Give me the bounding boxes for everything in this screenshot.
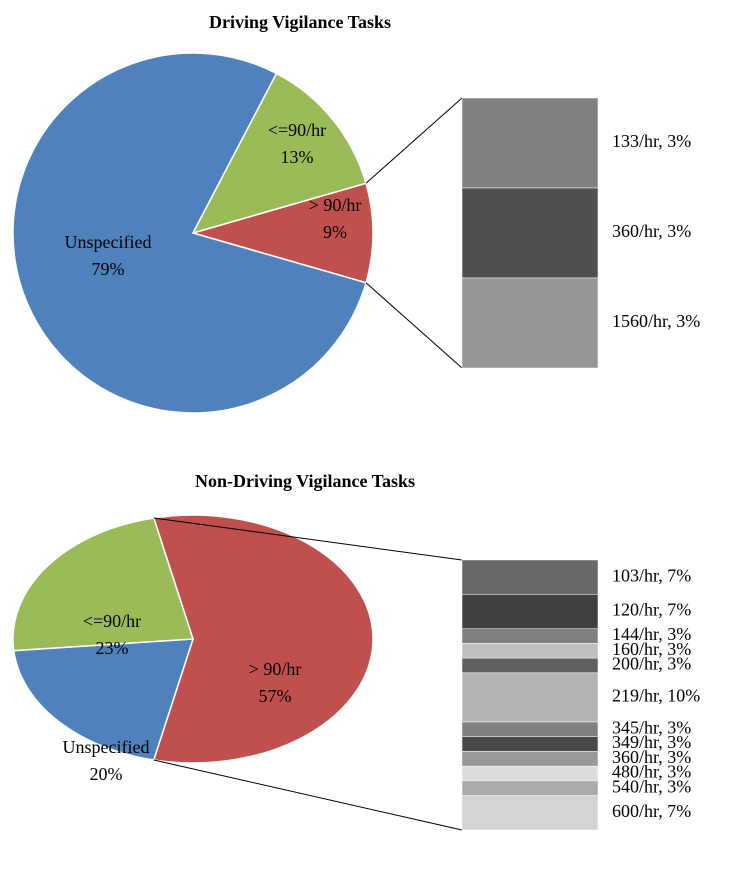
connector-line <box>365 97 463 184</box>
connector-line <box>153 759 463 831</box>
bar-segment <box>461 795 599 831</box>
segment-label: 133/hr, 3% <box>612 131 691 151</box>
slice-value-label: 20% <box>90 764 123 784</box>
bar-segment <box>461 736 599 752</box>
pie-slice <box>12 638 195 761</box>
bar-segment <box>461 277 599 369</box>
segment-label: 160/hr, 3% <box>612 639 691 659</box>
bar-segment <box>461 721 599 737</box>
bar-segment <box>461 628 599 644</box>
slice-value-label: 13% <box>281 147 314 167</box>
slice-value-label: 9% <box>323 222 347 242</box>
slice-name: > 90/hr <box>249 659 302 679</box>
slice-name: > 90/hr <box>309 195 362 215</box>
segment-label: 120/hr, 7% <box>612 600 691 620</box>
pie-slice <box>191 72 367 235</box>
bar-segment <box>461 187 599 279</box>
segment-label: 360/hr, 3% <box>612 747 691 767</box>
pie-slice <box>190 182 374 284</box>
bar-segment <box>461 780 599 796</box>
slice-name: Unspecified <box>65 232 152 252</box>
bar-segment <box>461 657 599 674</box>
bar-segment <box>461 751 599 767</box>
pie-slice <box>152 514 374 764</box>
segment-label: 200/hr, 3% <box>612 654 691 674</box>
bar-segment <box>461 594 599 629</box>
connector-line <box>365 282 463 369</box>
slice-name: <=90/hr <box>268 120 326 140</box>
segment-label: 345/hr, 3% <box>612 717 691 737</box>
slice-value-label: 79% <box>92 259 125 279</box>
segment-label: 349/hr, 3% <box>612 732 691 752</box>
slice-name: Unspecified <box>63 737 150 757</box>
bar-segment <box>461 559 599 595</box>
slice-value-label: 57% <box>259 686 292 706</box>
segment-label: 144/hr, 3% <box>612 624 691 644</box>
segment-label: 1560/hr, 3% <box>612 311 700 331</box>
segment-label: 480/hr, 3% <box>612 762 691 782</box>
bar-segment <box>461 765 599 782</box>
bar-segment <box>461 643 599 659</box>
slice-value-label: 23% <box>96 638 129 658</box>
bar-segment <box>461 672 599 723</box>
segment-label: 360/hr, 3% <box>612 221 691 241</box>
segment-label: 540/hr, 3% <box>612 776 691 796</box>
segment-label: 103/hr, 7% <box>612 565 691 585</box>
bar-segment <box>461 97 599 189</box>
pie-slice <box>12 52 367 414</box>
segment-label: 219/hr, 10% <box>612 686 700 706</box>
connector-line <box>153 517 463 561</box>
chart-title: Driving Vigilance Tasks <box>209 12 391 32</box>
slice-name: <=90/hr <box>83 611 141 631</box>
segment-label: 600/hr, 7% <box>612 801 691 821</box>
pie-slice <box>12 517 195 652</box>
chart-title: Non-Driving Vigilance Tasks <box>195 471 415 491</box>
